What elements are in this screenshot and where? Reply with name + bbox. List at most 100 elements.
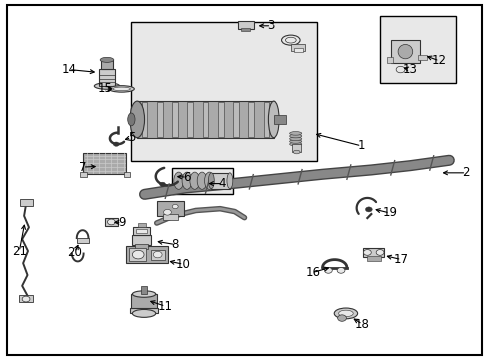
Bar: [130, 308, 158, 314]
Text: 14: 14: [61, 63, 76, 76]
Text: 20: 20: [67, 246, 82, 259]
Bar: [386, 57, 392, 63]
Ellipse shape: [127, 113, 135, 126]
Circle shape: [363, 249, 370, 255]
Bar: [141, 286, 147, 294]
Bar: [129, 248, 146, 261]
Circle shape: [159, 182, 165, 186]
Bar: [233, 102, 239, 136]
Bar: [217, 102, 223, 136]
Text: 13: 13: [402, 63, 417, 76]
Bar: [390, 40, 419, 63]
Ellipse shape: [189, 172, 199, 189]
Circle shape: [113, 142, 119, 146]
Bar: [137, 101, 273, 138]
Bar: [131, 294, 157, 308]
Circle shape: [153, 251, 162, 258]
Ellipse shape: [289, 132, 301, 135]
Circle shape: [132, 250, 144, 259]
Bar: [105, 218, 118, 226]
Bar: [293, 48, 302, 51]
Text: 11: 11: [158, 300, 173, 313]
Bar: [366, 256, 380, 261]
Bar: [263, 102, 269, 136]
Bar: [157, 201, 183, 216]
Circle shape: [375, 249, 383, 255]
Bar: [248, 102, 254, 136]
Text: 10: 10: [176, 258, 191, 271]
Ellipse shape: [130, 101, 144, 138]
Bar: [101, 60, 113, 69]
Bar: [238, 22, 253, 30]
Bar: [187, 102, 193, 136]
Ellipse shape: [226, 173, 232, 189]
Circle shape: [337, 315, 346, 321]
Bar: [273, 115, 285, 124]
Text: 21: 21: [12, 245, 27, 258]
Ellipse shape: [289, 140, 301, 143]
Bar: [292, 144, 301, 152]
Circle shape: [107, 219, 115, 225]
Bar: [20, 199, 33, 206]
Bar: [99, 69, 115, 86]
Bar: [379, 16, 455, 83]
Bar: [136, 229, 147, 233]
Ellipse shape: [132, 291, 156, 297]
Ellipse shape: [94, 83, 120, 89]
Text: 4: 4: [218, 177, 226, 190]
Text: 19: 19: [382, 207, 396, 220]
Ellipse shape: [289, 134, 301, 138]
Bar: [202, 102, 208, 136]
Ellipse shape: [197, 172, 206, 189]
Ellipse shape: [268, 101, 279, 138]
Bar: [80, 172, 86, 177]
Ellipse shape: [333, 308, 357, 319]
Bar: [162, 215, 178, 220]
Bar: [131, 22, 316, 161]
Bar: [133, 227, 150, 234]
Circle shape: [336, 267, 344, 273]
Ellipse shape: [204, 172, 214, 189]
Bar: [211, 173, 229, 189]
Bar: [172, 102, 178, 136]
Ellipse shape: [182, 172, 191, 189]
Circle shape: [172, 204, 178, 209]
Circle shape: [324, 267, 331, 273]
Text: 2: 2: [462, 166, 469, 179]
Bar: [135, 244, 148, 249]
Bar: [138, 223, 145, 227]
Text: 16: 16: [305, 266, 320, 279]
Bar: [77, 238, 89, 243]
Circle shape: [395, 66, 404, 73]
Bar: [172, 168, 233, 194]
Ellipse shape: [289, 142, 301, 146]
Bar: [123, 172, 130, 177]
Text: 17: 17: [393, 253, 408, 266]
Bar: [417, 55, 426, 59]
Bar: [82, 153, 126, 174]
Bar: [19, 296, 33, 302]
Text: 1: 1: [357, 139, 365, 152]
Ellipse shape: [208, 173, 214, 189]
Ellipse shape: [289, 137, 301, 140]
Ellipse shape: [132, 310, 156, 318]
Text: 8: 8: [171, 238, 179, 251]
Ellipse shape: [293, 150, 300, 154]
Bar: [362, 248, 384, 257]
Text: 7: 7: [79, 161, 86, 174]
Ellipse shape: [109, 86, 134, 92]
Circle shape: [365, 207, 371, 212]
Ellipse shape: [113, 87, 130, 91]
Ellipse shape: [397, 44, 412, 59]
Circle shape: [22, 296, 30, 302]
Text: 18: 18: [354, 318, 369, 331]
Bar: [142, 102, 147, 136]
Text: 12: 12: [431, 54, 446, 67]
Bar: [132, 234, 151, 245]
Text: 5: 5: [127, 131, 135, 144]
Bar: [240, 28, 250, 31]
Bar: [151, 249, 164, 260]
Bar: [126, 246, 167, 263]
Bar: [291, 44, 305, 51]
Ellipse shape: [173, 172, 183, 189]
